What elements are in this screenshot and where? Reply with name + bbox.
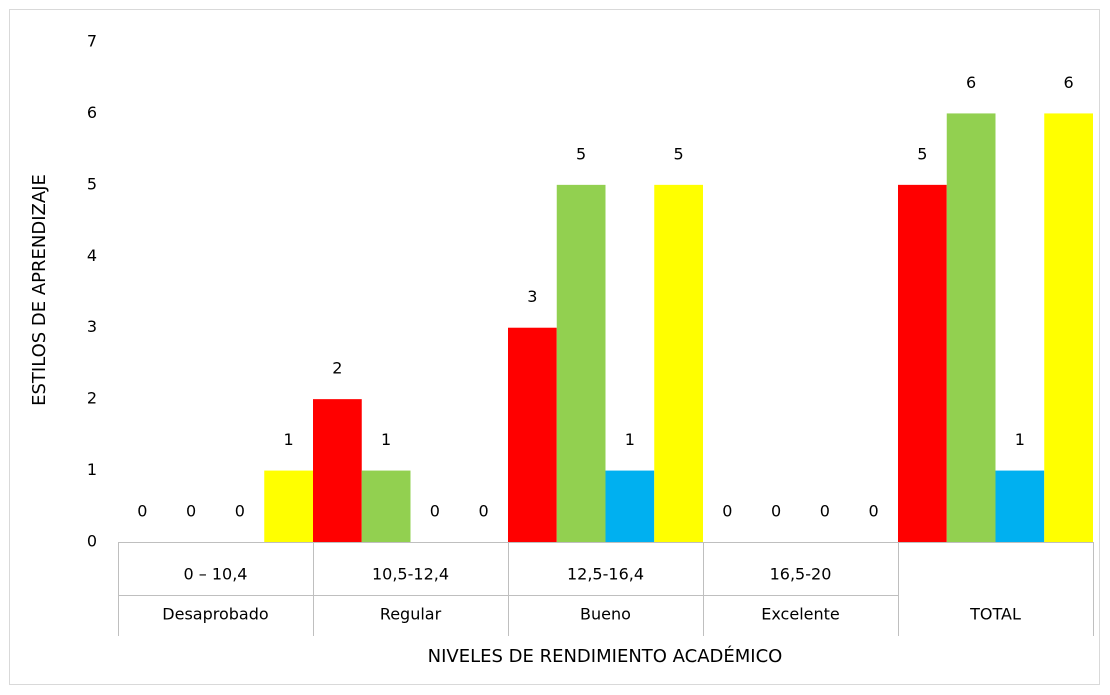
value-label: 5 bbox=[674, 144, 684, 163]
bar bbox=[995, 470, 1045, 542]
value-label: 6 bbox=[1064, 73, 1074, 92]
value-label: 6 bbox=[966, 73, 976, 92]
value-label: 0 bbox=[235, 502, 245, 521]
value-label: 0 bbox=[479, 502, 489, 521]
x-tick-label: 16,5-20 bbox=[770, 565, 832, 584]
x-tick-label: Bueno bbox=[580, 605, 631, 624]
y-tick-label: 2 bbox=[87, 389, 97, 408]
y-tick-label: 1 bbox=[87, 460, 97, 479]
bar bbox=[313, 399, 362, 542]
bar bbox=[898, 184, 947, 542]
value-label: 0 bbox=[186, 502, 196, 521]
bar bbox=[361, 470, 411, 542]
value-label: 2 bbox=[332, 359, 342, 378]
x-tick-label: Desaprobado bbox=[162, 605, 268, 624]
y-tick-label: 3 bbox=[87, 317, 97, 336]
value-label: 0 bbox=[430, 502, 440, 521]
x-tick-label: Excelente bbox=[761, 605, 839, 624]
bar bbox=[264, 470, 313, 542]
y-tick-label: 5 bbox=[87, 174, 97, 193]
value-label: 0 bbox=[137, 502, 147, 521]
value-label: 5 bbox=[576, 144, 586, 163]
value-label: 0 bbox=[722, 502, 732, 521]
value-label: 1 bbox=[625, 430, 635, 449]
y-tick-label: 7 bbox=[87, 32, 97, 51]
x-tick-label: Regular bbox=[380, 605, 442, 624]
bar bbox=[946, 113, 996, 542]
x-axis-title: NIVELES DE RENDIMIENTO ACADÉMICO bbox=[428, 645, 783, 667]
y-tick-label: 4 bbox=[87, 246, 97, 265]
x-tick-label: TOTAL bbox=[969, 605, 1021, 624]
bar bbox=[654, 184, 703, 542]
value-label: 0 bbox=[771, 502, 781, 521]
bar bbox=[556, 184, 606, 542]
bar bbox=[1044, 113, 1093, 542]
value-label: 1 bbox=[284, 430, 294, 449]
value-label: 3 bbox=[527, 287, 537, 306]
bar bbox=[508, 327, 557, 542]
value-label: 1 bbox=[381, 430, 391, 449]
x-tick-label: 12,5-16,4 bbox=[567, 565, 644, 584]
value-label: 0 bbox=[869, 502, 879, 521]
y-tick-label: 6 bbox=[87, 103, 97, 122]
x-tick-label: 0 – 10,4 bbox=[184, 565, 248, 584]
y-tick-label: 0 bbox=[87, 532, 97, 551]
x-tick-label: 10,5-12,4 bbox=[372, 565, 449, 584]
value-label: 5 bbox=[917, 144, 927, 163]
value-label: 1 bbox=[1015, 430, 1025, 449]
y-axis-title: ESTILOS DE APRENDIZAJE bbox=[29, 174, 50, 406]
bar bbox=[605, 470, 655, 542]
value-label: 0 bbox=[820, 502, 830, 521]
